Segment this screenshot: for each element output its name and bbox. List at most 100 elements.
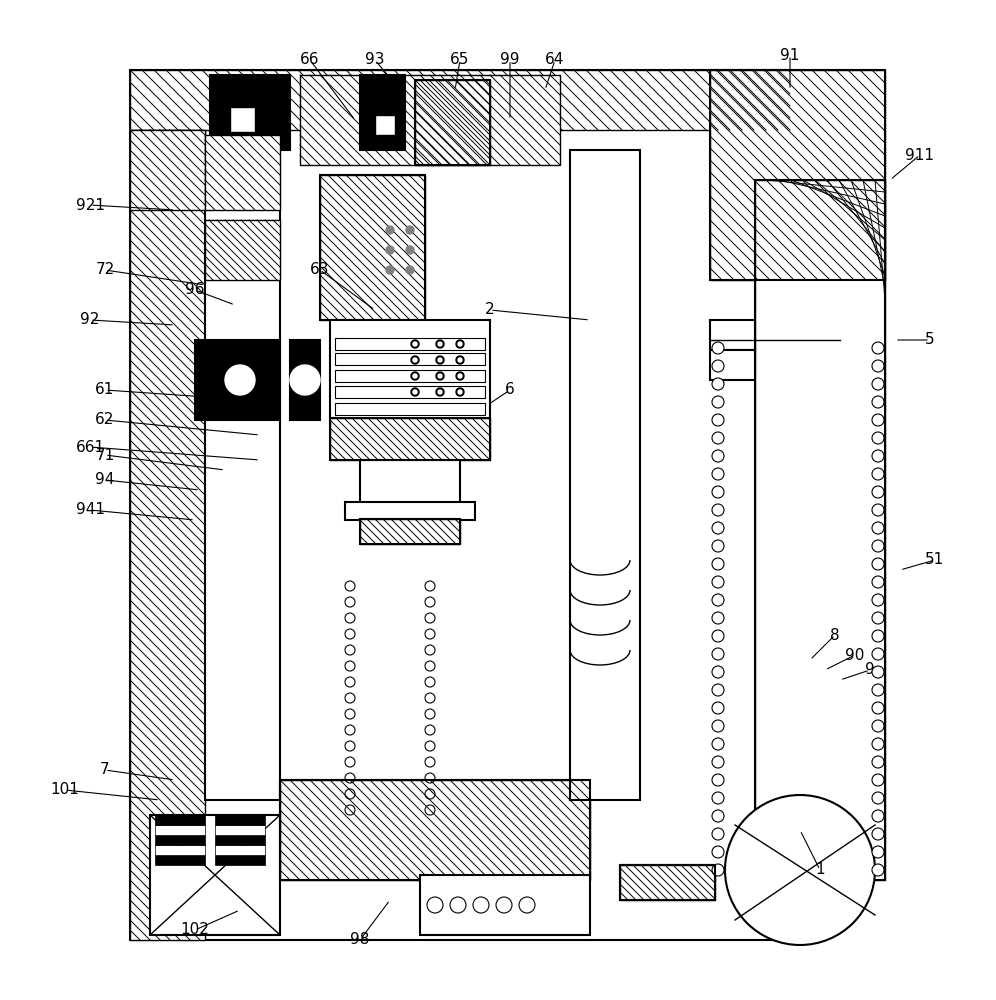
Text: 61: 61 <box>96 382 115 397</box>
Circle shape <box>519 897 535 913</box>
Text: 62: 62 <box>96 412 115 428</box>
Bar <box>335 403 485 415</box>
Circle shape <box>872 792 884 804</box>
Bar <box>280 780 590 880</box>
Circle shape <box>406 226 414 234</box>
Bar <box>710 70 885 280</box>
Circle shape <box>872 828 884 840</box>
Circle shape <box>872 756 884 768</box>
Text: 51: 51 <box>925 552 944 568</box>
Circle shape <box>413 358 417 362</box>
Bar <box>205 135 280 210</box>
Bar <box>335 386 485 398</box>
Circle shape <box>458 342 462 346</box>
Circle shape <box>712 522 724 534</box>
Bar <box>155 845 205 855</box>
Bar <box>280 780 590 880</box>
Circle shape <box>712 342 724 354</box>
Bar <box>360 519 460 544</box>
Circle shape <box>872 702 884 714</box>
Circle shape <box>411 388 419 396</box>
Circle shape <box>345 613 355 623</box>
Circle shape <box>872 342 884 354</box>
Circle shape <box>872 540 884 552</box>
Circle shape <box>872 648 884 660</box>
Text: 6: 6 <box>505 382 515 397</box>
Circle shape <box>425 693 435 703</box>
Text: 911: 911 <box>905 147 934 162</box>
Circle shape <box>345 693 355 703</box>
Bar <box>360 460 460 505</box>
Circle shape <box>872 450 884 462</box>
Text: 66: 66 <box>300 52 320 68</box>
Circle shape <box>413 342 417 346</box>
Circle shape <box>456 340 464 348</box>
Bar <box>415 80 490 165</box>
Circle shape <box>872 558 884 570</box>
Circle shape <box>436 372 444 380</box>
Circle shape <box>712 864 724 876</box>
Bar <box>755 180 885 880</box>
Bar <box>710 350 755 380</box>
Circle shape <box>386 226 394 234</box>
Bar <box>215 835 265 845</box>
Text: 94: 94 <box>96 473 115 488</box>
Circle shape <box>456 356 464 364</box>
Circle shape <box>436 388 444 396</box>
Text: 98: 98 <box>351 932 370 948</box>
Circle shape <box>872 396 884 408</box>
Bar <box>230 107 255 132</box>
Bar <box>330 418 490 460</box>
Text: 72: 72 <box>96 262 115 277</box>
Circle shape <box>712 738 724 750</box>
Circle shape <box>450 897 466 913</box>
Bar <box>330 418 490 460</box>
Circle shape <box>712 594 724 606</box>
Circle shape <box>712 810 724 822</box>
Bar <box>210 75 290 150</box>
Circle shape <box>872 738 884 750</box>
Circle shape <box>872 468 884 480</box>
Circle shape <box>872 684 884 696</box>
Bar <box>335 370 485 382</box>
Circle shape <box>438 358 442 362</box>
Circle shape <box>345 709 355 719</box>
Bar <box>755 180 885 880</box>
Circle shape <box>712 702 724 714</box>
Circle shape <box>473 897 489 913</box>
Circle shape <box>872 414 884 426</box>
Circle shape <box>712 414 724 426</box>
Bar <box>335 353 485 365</box>
Circle shape <box>425 805 435 815</box>
Circle shape <box>872 504 884 516</box>
Circle shape <box>436 356 444 364</box>
Bar <box>150 815 280 935</box>
Circle shape <box>872 666 884 678</box>
Circle shape <box>712 648 724 660</box>
Bar <box>155 855 205 865</box>
Text: 921: 921 <box>76 198 105 213</box>
Bar <box>570 150 640 800</box>
Circle shape <box>425 709 435 719</box>
Circle shape <box>712 720 724 732</box>
Text: 71: 71 <box>96 448 115 462</box>
Circle shape <box>411 340 419 348</box>
Bar <box>320 175 425 320</box>
Text: 96: 96 <box>185 282 205 298</box>
Bar <box>215 855 265 865</box>
Circle shape <box>425 789 435 799</box>
Circle shape <box>712 774 724 786</box>
Circle shape <box>425 613 435 623</box>
Circle shape <box>345 645 355 655</box>
Circle shape <box>712 450 724 462</box>
Circle shape <box>456 372 464 380</box>
Bar <box>420 875 590 935</box>
Circle shape <box>438 342 442 346</box>
Circle shape <box>345 789 355 799</box>
Bar <box>215 815 265 825</box>
Circle shape <box>345 629 355 639</box>
Circle shape <box>425 661 435 671</box>
Text: 7: 7 <box>101 762 110 778</box>
Bar <box>415 80 490 165</box>
Circle shape <box>425 773 435 783</box>
